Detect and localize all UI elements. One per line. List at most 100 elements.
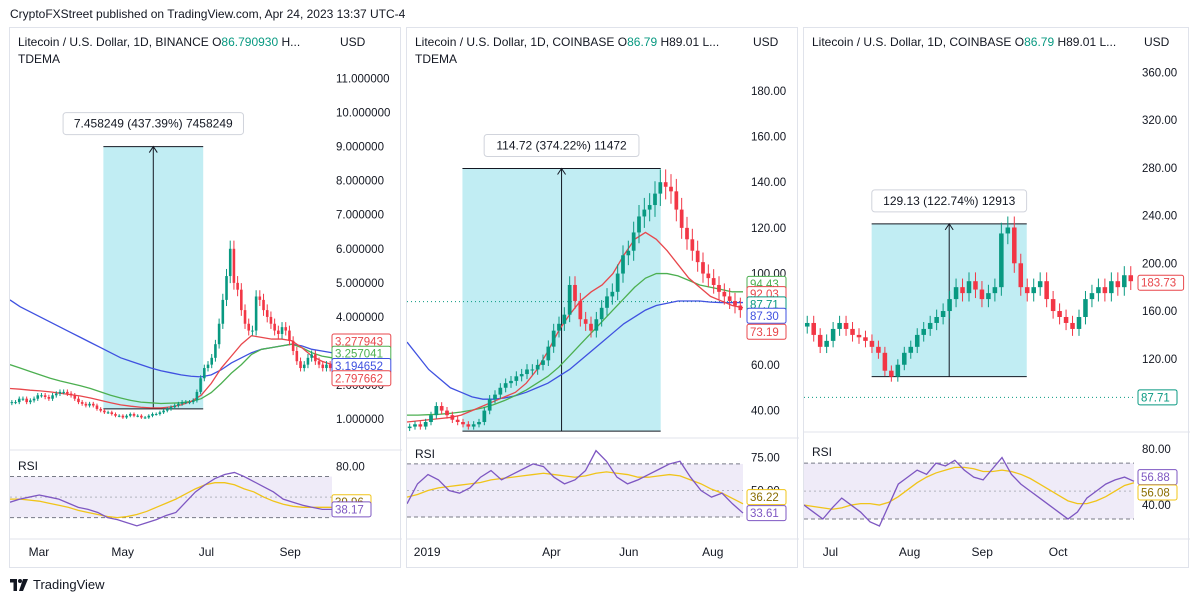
y-tick-label: 200.00 <box>1142 258 1177 270</box>
candle-body <box>206 364 210 369</box>
candle-body <box>557 323 561 331</box>
candle-body <box>626 250 631 256</box>
candle-body <box>110 412 114 415</box>
candle-body <box>679 209 684 228</box>
candle-body <box>979 289 985 300</box>
candle-body <box>669 186 673 192</box>
measure-arrow-head <box>944 223 954 231</box>
candle-body <box>535 364 540 370</box>
candle-body <box>583 319 588 324</box>
candle-body <box>158 412 162 415</box>
candle-body <box>121 415 125 418</box>
candle-body <box>477 422 481 425</box>
candle-body <box>876 346 881 353</box>
candle-body <box>407 426 412 429</box>
chart-panel-coinbase-2019[interactable]: 114.72 (374.22%) 1147240.0060.0080.00100… <box>406 27 799 569</box>
candle-body <box>637 216 641 233</box>
candle-body <box>621 255 625 274</box>
candle-body <box>47 397 51 399</box>
candle-body <box>690 239 695 251</box>
candle-body <box>321 364 325 369</box>
y-tick-label: 160.00 <box>751 132 786 144</box>
rsi-value-label: 38.17 <box>335 504 364 516</box>
x-tick-label: 2019 <box>414 545 441 559</box>
x-tick-label: Jul <box>199 545 214 559</box>
candle-body <box>51 395 54 399</box>
rsi-tick-label: 40.00 <box>1142 500 1171 512</box>
candle-body <box>1089 293 1095 300</box>
chart-canvas[interactable]: 129.13 (122.74%) 12913 120.00 160.00 200.00… <box>804 28 1190 569</box>
rsi-value-label: 36.22 <box>750 492 779 504</box>
candle-body <box>1057 311 1062 317</box>
candle-body <box>106 412 110 414</box>
candle-body <box>210 357 214 365</box>
rsi-label: RSI <box>415 447 436 461</box>
candle-body <box>869 340 875 347</box>
candle-body <box>966 281 972 294</box>
price-label: 87.71 <box>1141 392 1170 404</box>
candle-body <box>610 291 615 297</box>
candle-body <box>1031 287 1036 294</box>
symbol-legend: Litecoin / U.S. Dollar, 1D, COINBASE O86… <box>415 35 720 49</box>
price-label: 87.30 <box>750 311 779 323</box>
candle-body <box>288 330 291 341</box>
candle-body <box>277 330 280 334</box>
y-tick-label: 320.00 <box>1142 115 1177 127</box>
candle-body <box>934 317 939 323</box>
chart-canvas[interactable]: 7.458249 (437.39%) 74582491.0000002.0000… <box>10 28 402 569</box>
candle-body <box>1109 281 1114 294</box>
y-tick-label: 180.00 <box>751 86 786 98</box>
candle-body <box>10 402 14 404</box>
candle-body <box>88 403 91 406</box>
candle-body <box>562 314 567 324</box>
candle-body <box>450 415 455 420</box>
y-tick-label: 4.000000 <box>336 312 384 324</box>
candle-body <box>589 323 593 331</box>
candle-body <box>217 323 221 345</box>
candle-body <box>228 248 232 277</box>
candle-body <box>658 182 663 194</box>
candle-body <box>273 323 276 331</box>
candle-body <box>299 361 302 369</box>
candle-body <box>811 322 816 335</box>
candle-body <box>265 310 269 317</box>
candle-body <box>455 419 460 423</box>
candle-body <box>594 319 599 331</box>
candle-body <box>701 262 705 274</box>
measure-label: 129.13 (122.74%) 12913 <box>883 194 1015 208</box>
candle-body <box>69 393 73 396</box>
candle-body <box>173 405 176 408</box>
candle-body <box>32 398 36 401</box>
price-label-box <box>746 323 787 340</box>
candle-body <box>573 284 577 301</box>
rsi-value-label: 56.08 <box>1141 487 1170 499</box>
candle-body <box>177 403 180 406</box>
candle-body <box>685 227 689 240</box>
candle-body <box>541 360 545 365</box>
chart-panel-binance[interactable]: 7.458249 (437.39%) 74582491.0000002.0000… <box>9 27 402 569</box>
x-tick-label: Sep <box>279 545 301 559</box>
chart-panel-coinbase-2021[interactable]: 129.13 (122.74%) 12913 120.00 160.00 200.00… <box>803 27 1190 569</box>
candle-body <box>132 414 136 416</box>
candle-body <box>17 398 21 403</box>
ema-blue-line <box>407 300 743 400</box>
rsi-value-label: 56.88 <box>1141 472 1170 484</box>
candle-body <box>530 369 535 371</box>
candle-body <box>567 284 572 315</box>
currency-label: USD <box>753 35 779 49</box>
candle-body <box>850 328 855 335</box>
candle-body <box>1128 275 1134 282</box>
candle-body <box>73 395 77 399</box>
candle-body <box>1083 299 1088 317</box>
candle-body <box>103 410 106 413</box>
tradingview-logo[interactable]: TradingView <box>10 577 105 592</box>
candle-body <box>418 424 423 427</box>
candle-body <box>1115 281 1121 288</box>
candle-body <box>546 346 551 361</box>
candle-body <box>1005 227 1011 234</box>
rsi-value-label: 33.61 <box>750 508 779 520</box>
candle-body <box>117 415 121 417</box>
chart-canvas[interactable]: 114.72 (374.22%) 1147240.0060.0080.00100… <box>407 28 799 569</box>
candle-body <box>225 276 228 300</box>
candle-body <box>1102 287 1108 294</box>
